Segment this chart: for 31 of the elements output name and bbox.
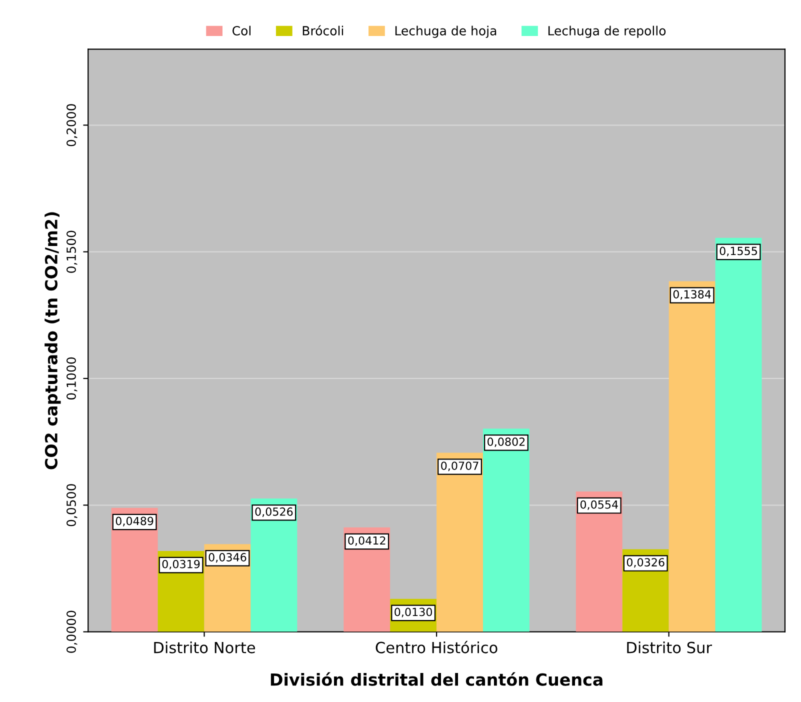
x-axis-title: División distrital del cantón Cuenca: [270, 672, 602, 686]
data-label: 0,0707: [441, 462, 478, 472]
y-axis-title: CO2 capturado (tn CO2/m2): [44, 212, 61, 470]
y-tick-label: 0,0000: [66, 610, 78, 653]
y-tick-label: 0,2000: [66, 104, 78, 146]
data-label: 0,1384: [673, 290, 711, 300]
data-label: 0,0130: [394, 608, 432, 618]
y-tick-label: 0,0500: [66, 484, 78, 526]
bar: [576, 491, 622, 632]
data-label: 0,0802: [488, 438, 525, 448]
bar: [668, 281, 716, 632]
data-label: 0,0319: [162, 560, 200, 570]
y-tick-label: 0,1000: [66, 357, 78, 400]
bar: [436, 452, 484, 632]
legend-label: Lechuga de repollo: [548, 26, 666, 38]
bar: [715, 238, 762, 632]
x-tick-label: Distrito Sur: [627, 642, 712, 654]
data-label: 0,0489: [116, 516, 154, 526]
y-tick-label: 0,1500: [66, 230, 78, 273]
data-label: 0,1555: [720, 246, 757, 256]
data-label: 0,0326: [626, 558, 664, 568]
data-label: 0,0526: [255, 507, 293, 517]
legend-label: Lechuga de hoja: [395, 26, 496, 38]
legend-label: Brócoli: [302, 25, 344, 36]
x-tick-label: Centro Histórico: [376, 640, 498, 654]
data-label: 0,0346: [208, 553, 246, 563]
data-label: 0,0412: [348, 536, 386, 546]
legend-label: Col: [232, 26, 250, 36]
bar: [483, 428, 530, 632]
data-label: 0,0554: [580, 500, 618, 510]
x-tick-label: Distrito Norte: [154, 642, 256, 654]
